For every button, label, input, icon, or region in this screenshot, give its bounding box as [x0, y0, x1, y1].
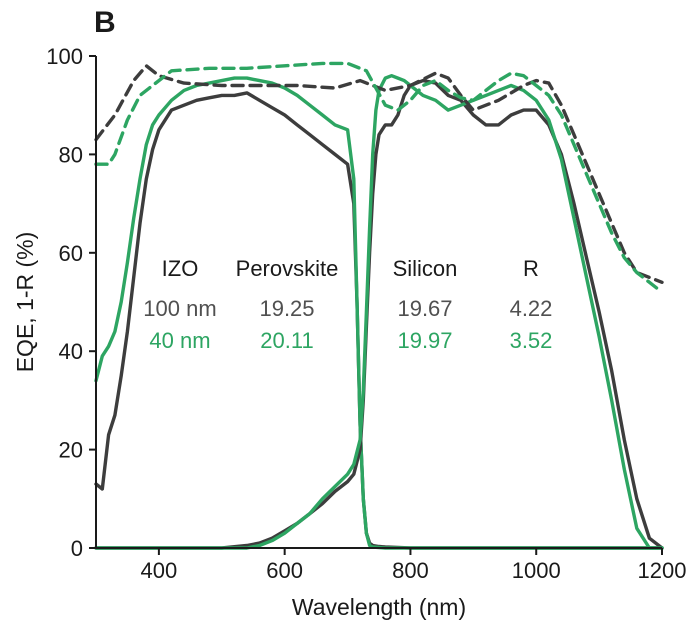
table-cell: 20.11	[260, 328, 313, 353]
series-line-silicon-eqe-green	[94, 74, 664, 550]
table-cell: 4.22	[510, 296, 553, 321]
y-tick-label: 80	[59, 142, 83, 167]
annotation-table: IZO Perovskite Silicon R 100 nm 19.25 19.67 4.2…	[143, 256, 552, 353]
series-line-one-minus-R-green	[94, 61, 664, 294]
y-tick-label: 40	[59, 339, 83, 364]
table-cell: 19.67	[397, 296, 452, 321]
table-cell: 40 nm	[149, 328, 210, 353]
table-cell: 3.52	[510, 328, 553, 353]
series-line-one-minus-R-gray	[94, 64, 664, 284]
table-header: IZO	[162, 256, 199, 281]
x-tick-label: 1200	[638, 558, 687, 583]
y-tick-label: 100	[46, 44, 83, 69]
table-cell: 100 nm	[143, 296, 216, 321]
x-axis-label: Wavelength (nm)	[292, 594, 466, 620]
table-cell: 19.97	[397, 328, 452, 353]
x-tick-label: 1000	[512, 558, 561, 583]
axes: 400 600 800 1000 1200 0 20 40 60 80 100 Wavelength …	[12, 44, 686, 620]
table-cell: 19.25	[259, 296, 314, 321]
x-tick-label: 800	[392, 558, 429, 583]
table-header: Perovskite	[236, 256, 339, 281]
y-tick-label: 20	[59, 438, 83, 463]
y-axis-label: EQE, 1-R (%)	[12, 232, 38, 373]
y-tick-label: 0	[71, 536, 83, 561]
x-tick-label: 400	[141, 558, 178, 583]
x-tick-label: 600	[266, 558, 303, 583]
table-header: R	[523, 256, 539, 281]
panel-label: B	[94, 6, 116, 39]
table-header: Silicon	[393, 256, 458, 281]
y-tick-label: 60	[59, 241, 83, 266]
